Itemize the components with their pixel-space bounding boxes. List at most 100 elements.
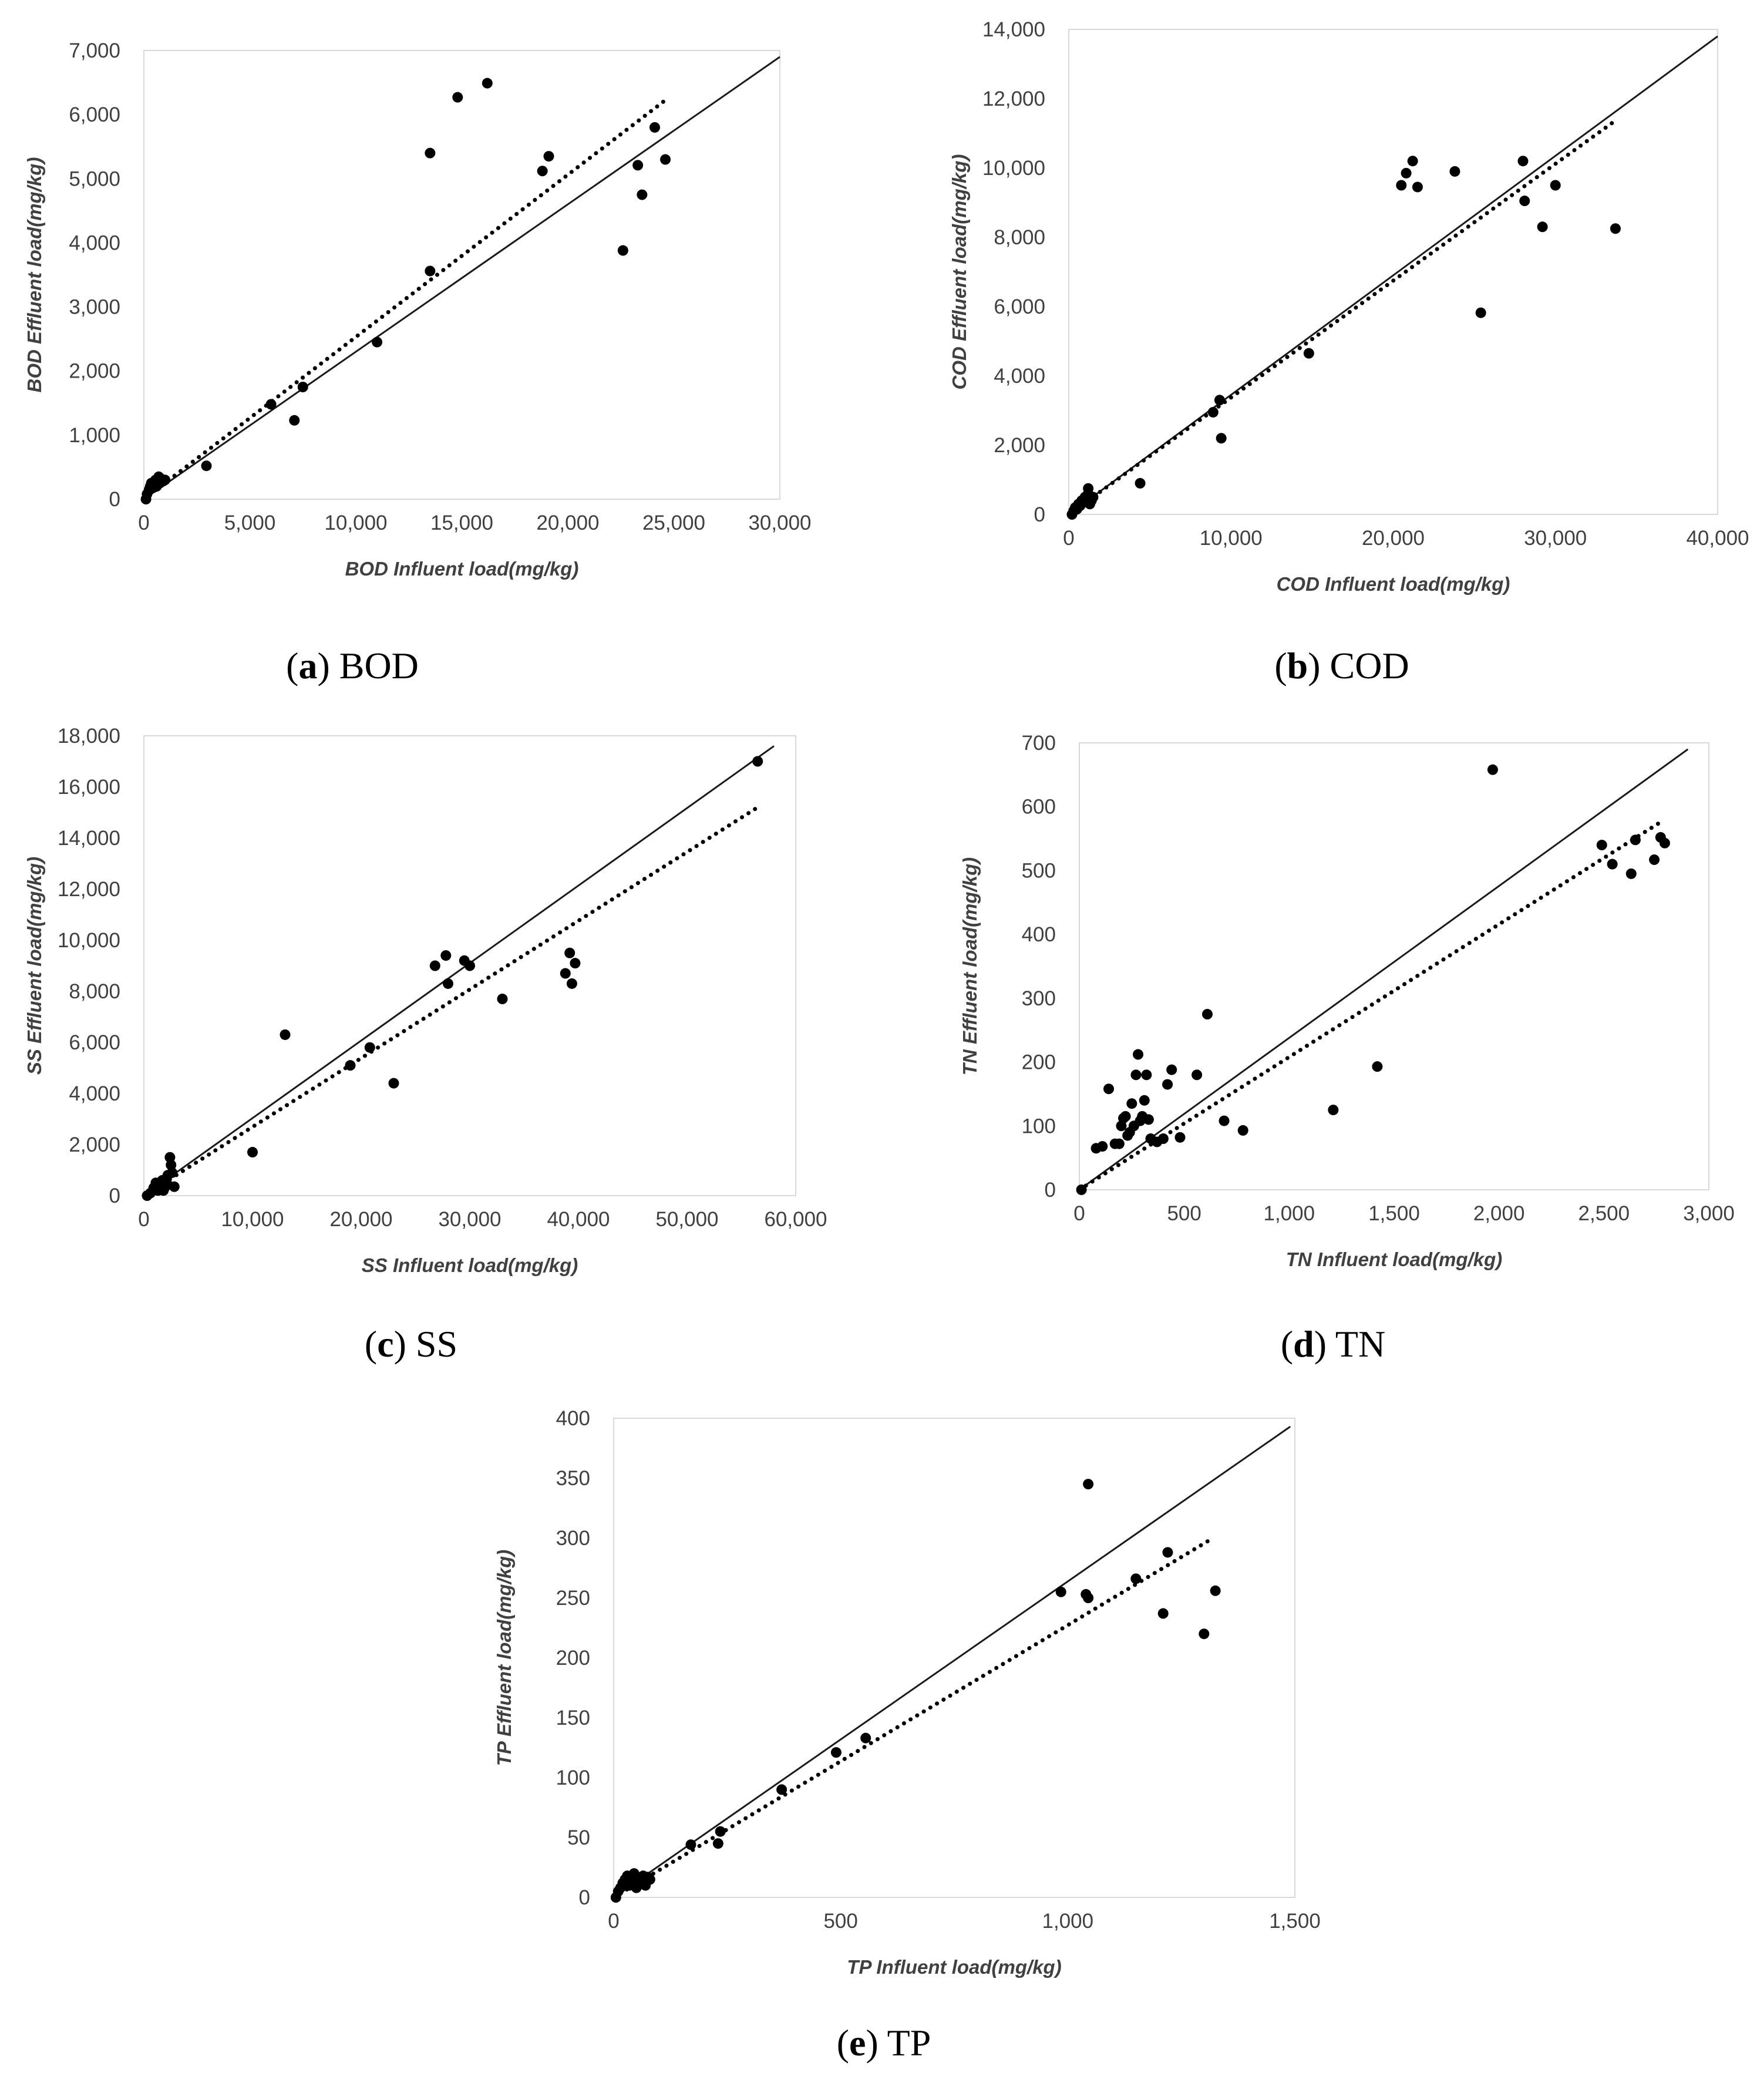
- ss-data-point: [345, 1060, 356, 1071]
- cod-caption: (b) COD: [1274, 645, 1409, 686]
- bod-x-tick-label: 0: [138, 511, 149, 534]
- bod-data-point: [201, 460, 212, 472]
- tp-x-tick-label: 0: [608, 1910, 619, 1933]
- ss-data-point: [560, 968, 571, 979]
- tn-caption: (d) TN: [1281, 1323, 1385, 1365]
- tn-trend-line: [1077, 819, 1665, 1192]
- ss-data-point: [169, 1181, 180, 1192]
- cod-data-point: [1396, 180, 1407, 191]
- ss-data-point: [280, 1029, 291, 1040]
- ss-data-point: [440, 950, 452, 961]
- tp-trend-line: [611, 1536, 1216, 1900]
- tp-y-tick-label: 300: [556, 1527, 590, 1550]
- bod-x-axis-title: BOD Influent load(mg/kg): [345, 558, 579, 580]
- cod-y-axis-title: COD Effluent load(mg/kg): [948, 154, 970, 390]
- tn-data-point: [1372, 1061, 1383, 1072]
- tp-y-axis-title: TP Effluent load(mg/kg): [493, 1550, 515, 1766]
- cod-y-tick-label: 12,000: [982, 88, 1045, 110]
- ss-data-point: [247, 1147, 258, 1158]
- bod-data-point: [637, 189, 648, 200]
- bod-data-point: [297, 382, 308, 392]
- tp-plot-area: [613, 1418, 1295, 1898]
- ss-caption-open-paren: (: [365, 1323, 377, 1365]
- cod-data-point: [1610, 223, 1621, 234]
- tp-caption-open-paren: (: [837, 2022, 849, 2064]
- ss-y-tick-label: 2,000: [69, 1133, 120, 1156]
- tp-data-point: [1083, 1479, 1094, 1490]
- bod-data-point: [160, 474, 171, 486]
- ss-data-point: [752, 756, 763, 767]
- ss-x-tick-label: 0: [138, 1208, 149, 1231]
- tn-x-tick-label: 0: [1073, 1202, 1085, 1225]
- cod-x-tick-label: 30,000: [1524, 527, 1587, 550]
- cod-data-point: [1550, 180, 1561, 191]
- tn-data-point: [1191, 1069, 1203, 1081]
- bod-data-point: [632, 160, 644, 171]
- ss-y-tick-label: 10,000: [58, 929, 120, 952]
- tp-x-axis-title: TP Influent load(mg/kg): [847, 1956, 1061, 1978]
- tp-data-point: [1130, 1573, 1142, 1584]
- bod-panel: 0 5,000 10,000 15,000 20,000 25,000 30,000 0 1,0…: [23, 39, 812, 686]
- tp-data-point: [860, 1732, 871, 1744]
- tp-y-tick-label: 350: [556, 1467, 590, 1490]
- tp-data-point: [1055, 1586, 1066, 1597]
- tn-data-point: [1143, 1114, 1154, 1125]
- ss-data-point: [443, 978, 453, 989]
- tn-data-point: [1649, 854, 1660, 865]
- tn-data-point: [1076, 1184, 1087, 1195]
- tn-y-axis-title: TN Effluent load(mg/kg): [959, 857, 981, 1076]
- ss-x-axis-title: SS Influent load(mg/kg): [362, 1254, 578, 1276]
- tn-data-point: [1237, 1125, 1248, 1136]
- tn-x-tick-label: 3,000: [1683, 1202, 1735, 1225]
- tn-data-point: [1607, 859, 1618, 870]
- ss-x-tick-label: 10,000: [221, 1208, 284, 1231]
- cod-data-point: [1407, 156, 1418, 167]
- tn-caption-close-paren: ): [1314, 1323, 1335, 1365]
- cod-data-point: [1519, 196, 1530, 207]
- tp-y-tick-label: 50: [567, 1826, 590, 1849]
- tn-y-tick-label: 400: [1022, 923, 1056, 946]
- tn-x-tick-label: 2,000: [1473, 1202, 1525, 1225]
- tp-y-tick-label: 200: [556, 1647, 590, 1670]
- ss-y-tick-label: 12,000: [58, 878, 120, 901]
- tp-reference-line: [613, 1426, 1291, 1899]
- tn-panel: 0 500 1,000 1,500 2,000 2,500 3,000 0 100 200 300 4…: [959, 732, 1735, 1365]
- tn-data-point: [1328, 1105, 1339, 1116]
- bod-caption-text: BOD: [339, 645, 419, 686]
- cod-y-tick-label: 8,000: [994, 226, 1045, 249]
- tn-data-point: [1630, 834, 1641, 846]
- ss-x-tick-label: 60,000: [764, 1208, 827, 1231]
- tp-data-point: [1199, 1628, 1210, 1640]
- bod-data-point: [660, 154, 671, 165]
- tp-y-tick-label: 100: [556, 1766, 590, 1789]
- tp-data-point: [830, 1747, 842, 1758]
- cod-caption-close-paren: ): [1308, 645, 1329, 686]
- bod-caption-close-paren: ): [317, 645, 339, 686]
- tn-x-tick-label: 2,500: [1578, 1202, 1630, 1225]
- cod-data-point: [1475, 307, 1486, 318]
- tn-y-tick-label: 700: [1022, 732, 1056, 755]
- tn-caption-text: TN: [1335, 1323, 1385, 1365]
- tp-data-point: [715, 1826, 726, 1837]
- bod-data-point: [289, 415, 300, 426]
- ss-y-tick-label: 4,000: [69, 1082, 120, 1105]
- tp-data-point: [644, 1874, 655, 1885]
- bod-caption: (a) BOD: [286, 645, 419, 686]
- tn-data-point: [1166, 1064, 1177, 1075]
- bod-data-point: [372, 336, 383, 348]
- ss-y-tick-label: 16,000: [58, 776, 120, 799]
- tn-y-tick-label: 500: [1022, 859, 1056, 882]
- tn-data-point: [1219, 1115, 1230, 1126]
- cod-data-point: [1412, 181, 1423, 193]
- tp-x-tick-label: 1,500: [1269, 1910, 1321, 1933]
- ss-x-tick-label: 40,000: [547, 1208, 610, 1231]
- tn-data-point: [1097, 1141, 1108, 1152]
- ss-data-point: [158, 1185, 169, 1196]
- tn-data-point: [1625, 868, 1637, 879]
- tn-data-point: [1103, 1083, 1115, 1095]
- ss-caption-text: SS: [416, 1323, 457, 1365]
- ss-y-tick-label: 8,000: [69, 980, 120, 1003]
- ss-x-tick-label: 30,000: [438, 1208, 501, 1231]
- ss-y-tick-label: 6,000: [69, 1031, 120, 1054]
- cod-data-point: [1449, 166, 1460, 177]
